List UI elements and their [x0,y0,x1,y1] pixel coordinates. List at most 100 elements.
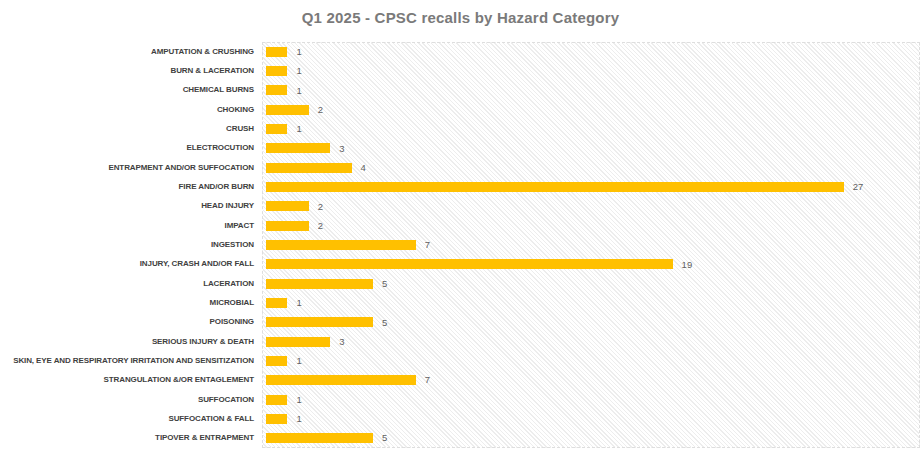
category-label: ENTRAPMENT AND/OR SUFFOCATION [0,164,254,172]
chart-row: ENTRAPMENT AND/OR SUFFOCATION 4 [0,158,921,177]
bar[interactable] [266,221,309,231]
bar-track: 1 [254,66,921,76]
value-label: 7 [425,240,430,250]
category-label: INJURY, CRASH AND/OR FALL [0,260,254,268]
bar-track: 1 [254,414,921,424]
bar-track: 1 [254,124,921,134]
value-label: 4 [361,163,366,173]
bar-track: 2 [254,105,921,115]
chart-row: POISONING 5 [0,313,921,332]
value-label: 1 [296,124,301,134]
category-label: SUFFOCATION & FALL [0,415,254,423]
value-label: 1 [296,356,301,366]
bar[interactable] [266,124,287,134]
chart-row: SKIN, EYE AND RESPIRATORY IRRITATION AND… [0,351,921,370]
chart-row: IMPACT2 [0,216,921,235]
category-label: SUFFOCATION [0,396,254,404]
bar[interactable] [266,182,844,192]
category-label: TIPOVER & ENTRAPMENT [0,434,254,442]
category-label: BURN & LACERATION [0,67,254,75]
bar-track: 5 [254,279,921,289]
bar-track: 1 [254,395,921,405]
chart-row: AMPUTATION & CRUSHING 1 [0,42,921,61]
chart-row: BURN & LACERATION 1 [0,61,921,80]
bar[interactable] [266,298,287,308]
value-label: 3 [339,337,344,347]
category-label: ELECTROCUTION [0,144,254,152]
chart-row: CRUSH 1 [0,119,921,138]
bar[interactable] [266,85,287,95]
category-label: CRUSH [0,125,254,133]
value-label: 1 [296,395,301,405]
chart-canvas: Q1 2025 - CPSC recalls by Hazard Categor… [0,0,921,460]
chart-row: SERIOUS INJURY & DEATH 3 [0,332,921,351]
value-label: 1 [296,86,301,96]
value-label: 5 [382,433,387,443]
bar-track: 2 [254,221,921,231]
value-label: 5 [382,279,387,289]
bar-track: 1 [254,356,921,366]
chart-row: LACERATION5 [0,274,921,293]
value-label: 1 [296,66,301,76]
chart-row: INGESTION 7 [0,235,921,254]
value-label: 1 [296,298,301,308]
bar-track: 2 [254,201,921,211]
bar-track: 7 [254,240,921,250]
category-label: FIRE AND/OR BURN [0,183,254,191]
value-label: 1 [296,414,301,424]
bar-rows-container: AMPUTATION & CRUSHING 1 BURN & LACERATION 1… [0,42,921,448]
category-label: HEAD INJURY [0,202,254,210]
value-label: 7 [425,375,430,385]
bar-track: 7 [254,375,921,385]
value-label: 19 [682,260,693,270]
category-label: IMPACT [0,222,254,230]
bar[interactable] [266,105,309,115]
value-label: 1 [296,47,301,57]
chart-row: MICROBIAL 1 [0,293,921,312]
chart-row: CHEMICAL BURNS1 [0,81,921,100]
bar[interactable] [266,240,416,250]
category-label: INGESTION [0,241,254,249]
value-label: 2 [318,105,323,115]
category-label: SKIN, EYE AND RESPIRATORY IRRITATION AND… [0,357,254,365]
bar-track: 1 [254,47,921,57]
chart-row: FIRE AND/OR BURN 27 [0,177,921,196]
bar-track: 19 [254,259,921,269]
bar[interactable] [266,143,330,153]
category-label: STRANGULATION &/OR ENTAGLEMENT [0,376,254,384]
bar[interactable] [266,259,673,269]
chart-row: TIPOVER & ENTRAPMENT 5 [0,429,921,448]
bar[interactable] [266,279,373,289]
bar-track: 27 [254,182,921,192]
chart-row: HEAD INJURY 2 [0,197,921,216]
bar[interactable] [266,414,287,424]
chart-row: SUFFOCATION 1 [0,390,921,409]
bar-track: 1 [254,298,921,308]
bar[interactable] [266,356,287,366]
bar[interactable] [266,47,287,57]
bar-track: 3 [254,337,921,347]
chart-row: CHOKING 2 [0,100,921,119]
bar[interactable] [266,317,373,327]
bar[interactable] [266,395,287,405]
chart-row: ELECTROCUTION 3 [0,139,921,158]
category-label: POISONING [0,318,254,326]
value-label: 27 [853,182,864,192]
category-label: MICROBIAL [0,299,254,307]
category-label: SERIOUS INJURY & DEATH [0,338,254,346]
chart-row: SUFFOCATION & FALL 1 [0,409,921,428]
bar[interactable] [266,433,373,443]
category-label: AMPUTATION & CRUSHING [0,48,254,56]
category-label: CHOKING [0,106,254,114]
bar[interactable] [266,163,352,173]
value-label: 3 [339,144,344,154]
bar[interactable] [266,201,309,211]
bar[interactable] [266,66,287,76]
bar-track: 4 [254,163,921,173]
chart-title: Q1 2025 - CPSC recalls by Hazard Categor… [0,9,921,26]
bar[interactable] [266,375,416,385]
value-label: 2 [318,202,323,212]
bar-track: 1 [254,85,921,95]
value-label: 5 [382,318,387,328]
bar[interactable] [266,337,330,347]
